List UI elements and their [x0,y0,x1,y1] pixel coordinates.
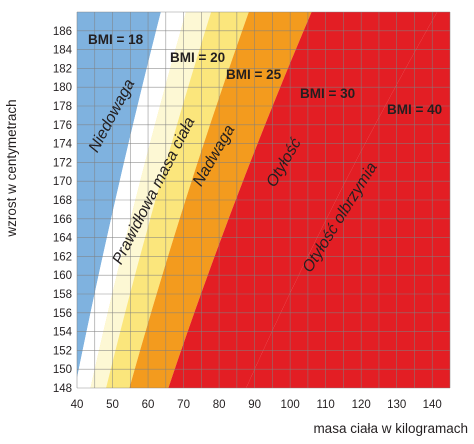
y-tick-label: 162 [53,251,72,263]
y-tick-label: 152 [53,345,72,357]
y-tick-label: 186 [53,26,72,38]
x-tick-label: 100 [281,399,300,411]
x-tick-label: 140 [423,399,442,411]
y-tick-label: 178 [53,101,72,113]
bmi-boundary-label: BMI = 40 [387,102,442,117]
y-tick-label: 176 [53,120,72,132]
y-tick-label: 158 [53,289,72,301]
bmi-boundary-label: BMI = 18 [88,32,144,47]
y-tick-label: 164 [53,233,73,245]
x-tick-label: 90 [248,399,261,411]
y-tick-label: 166 [53,214,72,226]
y-axis-label: wzrost w centymetrach [4,99,19,237]
x-tick-label: 70 [177,399,190,411]
y-tick-label: 160 [53,270,72,282]
x-axis-ticks: 40 50 60 70 80 90 100 110 120 130 140 [71,399,442,411]
x-tick-label: 80 [213,399,226,411]
y-tick-label: 172 [53,157,72,169]
y-tick-label: 168 [53,195,72,207]
y-tick-label: 150 [53,364,72,376]
x-tick-label: 50 [106,399,119,411]
x-tick-label: 130 [387,399,406,411]
y-tick-label: 148 [53,383,72,395]
x-tick-label: 120 [352,399,371,411]
y-tick-label: 174 [53,139,73,151]
y-tick-label: 170 [53,176,72,188]
x-tick-label: 40 [71,399,84,411]
y-tick-label: 180 [53,82,72,94]
y-tick-label: 156 [53,308,72,320]
y-tick-label: 184 [53,45,73,57]
x-tick-label: 110 [316,399,334,411]
bmi-boundary-label: BMI = 30 [300,86,355,101]
bmi-boundary-label: BMI = 20 [170,50,225,65]
y-tick-label: 182 [53,63,72,75]
y-tick-label: 154 [53,327,73,339]
bmi-boundary-label: BMI = 25 [226,67,282,82]
y-axis-ticks: 148 150 152 154 156 158 160 162 164 166 168 170 172 1… [53,26,73,395]
chart-grid [76,11,451,389]
zone-band [77,12,161,378]
x-axis-label: masa ciała w kilogramach [313,421,468,436]
x-tick-label: 60 [142,399,155,411]
